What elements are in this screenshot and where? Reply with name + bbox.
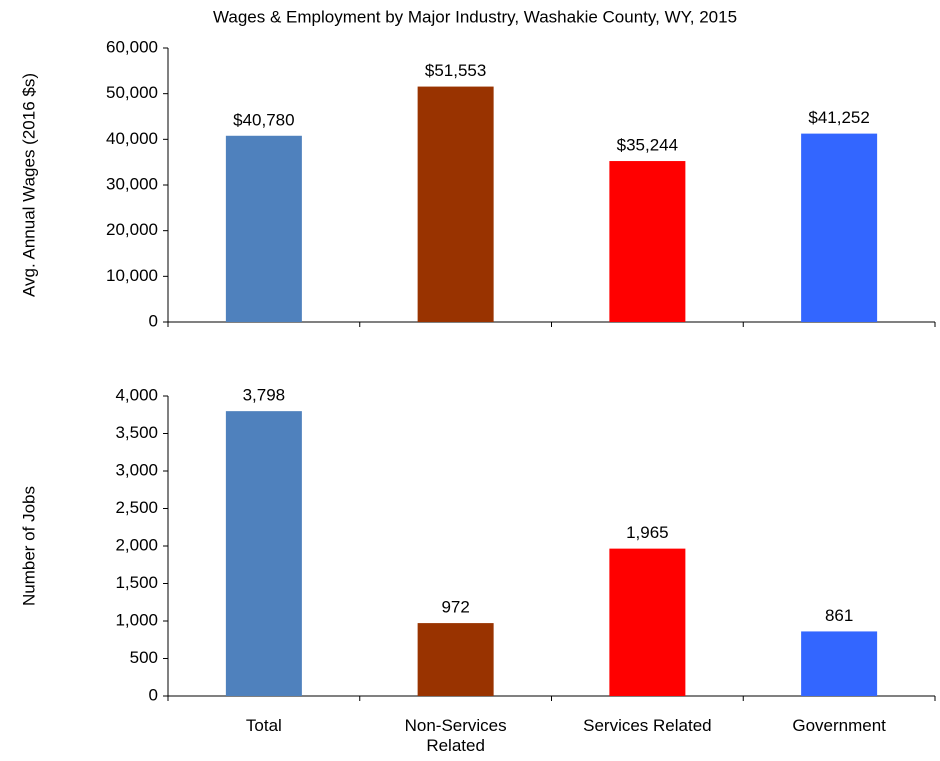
bar (801, 133, 878, 322)
data-label: $35,244 (617, 136, 678, 155)
data-label: 3,798 (243, 386, 286, 405)
data-label: $40,780 (233, 110, 294, 129)
data-label: $41,252 (808, 108, 869, 127)
chart-title: Wages & Employment by Major Industry, Wa… (213, 7, 737, 26)
data-label: 861 (825, 606, 853, 625)
y-tick-label: 2,000 (115, 535, 158, 554)
y-tick-label: 500 (130, 648, 158, 667)
x-tick-label: Services Related (583, 716, 712, 735)
y-tick-label: 60,000 (106, 37, 158, 56)
data-label: 972 (441, 598, 469, 617)
data-label: $51,553 (425, 61, 486, 80)
y-tick-label: 10,000 (106, 266, 158, 285)
bar (609, 161, 686, 322)
y-tick-label: 4,000 (115, 385, 158, 404)
x-tick-label: Government (792, 716, 886, 735)
y-tick-label: 20,000 (106, 220, 158, 239)
y-axis-title: Number of Jobs (19, 486, 38, 606)
x-tick-label: Total (245, 716, 282, 735)
y-tick-label: 50,000 (106, 83, 158, 102)
y-tick-label: 1,000 (115, 610, 158, 629)
bar (225, 135, 302, 322)
bar (417, 623, 494, 696)
bar (609, 548, 686, 696)
x-tick-label: Non-Services Related (404, 716, 507, 755)
data-label: 1,965 (626, 523, 669, 542)
y-tick-label: 3,500 (115, 423, 158, 442)
y-tick-label: 0 (149, 311, 158, 330)
y-axis-title: Avg. Annual Wages (2016 $s) (19, 73, 38, 297)
y-tick-label: 1,500 (115, 573, 158, 592)
y-tick-label: 2,500 (115, 498, 158, 517)
y-tick-label: 40,000 (106, 129, 158, 148)
bar (801, 631, 878, 696)
bar (417, 86, 494, 322)
y-tick-label: 3,000 (115, 460, 158, 479)
y-tick-label: 0 (149, 685, 158, 704)
y-tick-label: 30,000 (106, 174, 158, 193)
bar (225, 411, 302, 696)
